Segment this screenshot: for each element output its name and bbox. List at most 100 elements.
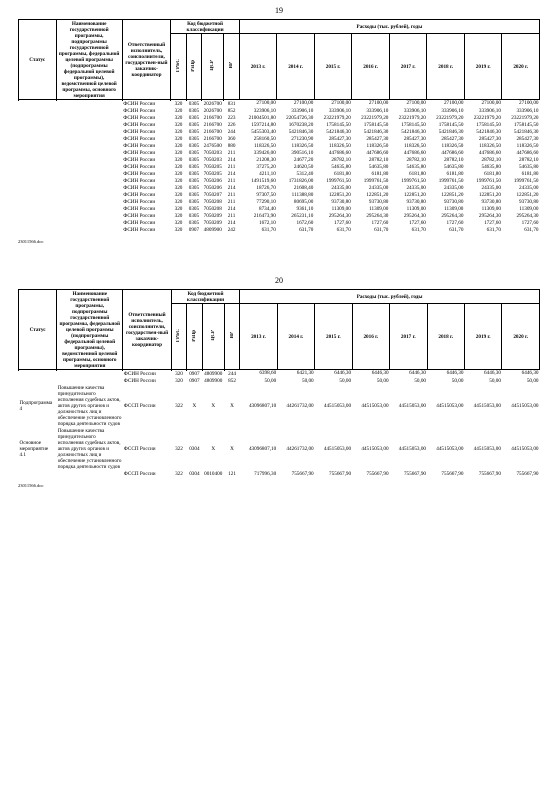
cell-value: 37275,20 [239, 163, 277, 170]
cell-value: 122851,20 [427, 191, 465, 198]
page: 19 Статус Наименование государственной п… [0, 0, 558, 248]
cell-name: Повышение качества принудительного испол… [57, 427, 123, 470]
cell-value: 27100,00 [427, 100, 465, 108]
cell-status: Подпрограмма 4 [19, 384, 57, 427]
cell-value: 295264,30 [464, 212, 502, 219]
col-year: 2015 г. [314, 34, 352, 100]
cell-value: 28782,10 [427, 156, 465, 163]
col-year: 2013 г. [240, 304, 277, 370]
cell-status [19, 177, 57, 184]
cell-name [56, 121, 122, 128]
cell-rzpr: 0305 [186, 135, 201, 142]
cell-status [19, 377, 57, 384]
cell-rzpr: 0305 [186, 184, 201, 191]
cell-value: 44515053,00 [464, 427, 501, 470]
cell-rzpr: 0305 [186, 198, 201, 205]
cell-value: 1670238,20 [277, 121, 315, 128]
cell-value: 44515053,00 [464, 384, 501, 427]
cell-status [19, 121, 57, 128]
cell-value: 755667,90 [315, 470, 352, 477]
cell-value: 44515053,00 [352, 384, 389, 427]
cell-status [19, 184, 57, 191]
col-year: 2020 г. [502, 34, 540, 100]
cell-status [19, 100, 57, 108]
col-name: Наименование государственной программы, … [56, 20, 122, 100]
cell-grbs: 320 [171, 219, 186, 226]
cell-csr: 2166700 [202, 121, 224, 128]
page-number: 20 [18, 276, 540, 285]
cell-value: 285427,30 [502, 135, 540, 142]
cell-vr: 214 [224, 219, 239, 226]
cell-csr: 0010400 [202, 470, 224, 477]
cell-value: 631,70 [502, 226, 540, 233]
cell-grbs: 322 [171, 470, 186, 477]
cell-status [19, 198, 57, 205]
cell-value: 93730,80 [464, 198, 502, 205]
cell-vr: 880 [224, 142, 239, 149]
cell-value: 11309,00 [389, 205, 427, 212]
cell-rzpr: 0304 [187, 427, 202, 470]
footer-filename: 23011566.doc [18, 483, 540, 488]
cell-value: 27100,00 [314, 100, 352, 108]
col-rzpr: РзПр [186, 34, 201, 100]
cell-status [19, 219, 57, 226]
cell-value: 28782,10 [502, 156, 540, 163]
cell-value: 631,70 [464, 226, 502, 233]
cell-csr: 7050205 [202, 170, 224, 177]
data-table: Статус Наименование государственной прог… [18, 289, 540, 477]
cell-value: 6181,80 [314, 170, 352, 177]
cell-rzpr: X [187, 384, 202, 427]
col-expenses: Расходы (тыс. рублей), годы [240, 290, 540, 304]
cell-name [56, 226, 122, 233]
cell-vr: 211 [224, 177, 239, 184]
cell-value: 28782,10 [389, 156, 427, 163]
cell-value: 631,70 [314, 226, 352, 233]
cell-value: 6421,30 [277, 370, 314, 378]
cell-value: 23221979,20 [427, 114, 465, 121]
cell-value: 6181,80 [427, 170, 465, 177]
cell-csr: 7050206 [202, 184, 224, 191]
cell-value: 333906,10 [502, 107, 540, 114]
cell-value: 93730,80 [314, 198, 352, 205]
col-csr: ЦСР [202, 34, 224, 100]
cell-value: 216473,90 [239, 212, 277, 219]
cell-value: 1727,60 [314, 219, 352, 226]
cell-vr: 211 [224, 212, 239, 219]
cell-vr: 211 [224, 191, 239, 198]
cell-value: 6446,30 [502, 370, 540, 378]
cell-value: 1597214,80 [239, 121, 277, 128]
cell-status [19, 212, 57, 219]
cell-value: 118326,50 [464, 142, 502, 149]
cell-value: 333906,10 [427, 107, 465, 114]
cell-name [56, 219, 122, 226]
cell-vr: 223 [224, 114, 239, 121]
cell-value: 118326,50 [389, 142, 427, 149]
cell-value: 93730,80 [352, 198, 390, 205]
cell-value: 755667,90 [277, 470, 314, 477]
cell-resp: ФСИН России [122, 226, 171, 233]
cell-rzpr: 0305 [186, 100, 201, 108]
cell-value: 1999761,50 [464, 177, 502, 184]
cell-csr: 2166700 [202, 135, 224, 142]
cell-value: 1999761,50 [502, 177, 540, 184]
cell-resp: ФСИН России [122, 142, 171, 149]
cell-rzpr: 0305 [186, 177, 201, 184]
cell-resp: ФСИН России [122, 191, 171, 198]
cell-csr: 7050209 [202, 212, 224, 219]
cell-value: 50,00 [427, 377, 464, 384]
cell-csr: 7050209 [202, 219, 224, 226]
cell-value: 1727,60 [389, 219, 427, 226]
cell-value: 631,70 [239, 226, 277, 233]
page-number: 19 [18, 6, 540, 15]
cell-value: 50,00 [464, 377, 501, 384]
cell-value: 5312,40 [277, 170, 315, 177]
cell-name [57, 470, 123, 477]
cell-value: 54635,80 [352, 163, 390, 170]
cell-vr: 214 [224, 184, 239, 191]
cell-csr: 7050208 [202, 205, 224, 212]
cell-grbs: 320 [171, 170, 186, 177]
cell-grbs: 320 [171, 114, 186, 121]
cell-value: 6181,80 [502, 170, 540, 177]
cell-value: 333906,10 [352, 107, 390, 114]
cell-value: 43096807,10 [240, 384, 277, 427]
